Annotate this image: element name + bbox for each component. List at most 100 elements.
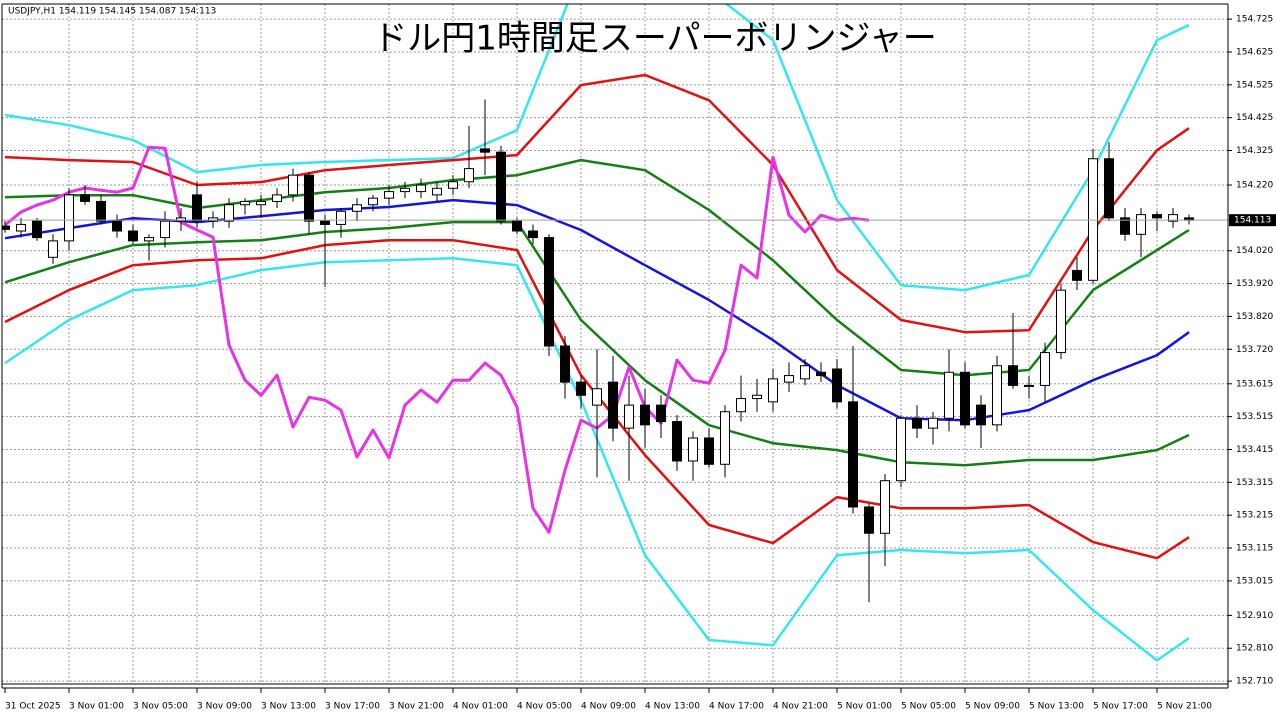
y-tick-label: 153.820 <box>1236 312 1273 322</box>
candle-body <box>992 365 1002 426</box>
y-tick-label: 153.615 <box>1236 379 1273 389</box>
candle-body <box>912 417 922 429</box>
candle-body <box>816 371 826 377</box>
last-price-label: 154.113 <box>1234 216 1271 226</box>
indicator-line <box>4 257 1190 662</box>
y-tick-label: 154.525 <box>1236 80 1273 90</box>
y-tick-label: 154.725 <box>1236 15 1273 25</box>
candle-body <box>688 437 698 462</box>
y-tick-label: 153.315 <box>1236 478 1273 488</box>
candle-body <box>368 197 378 206</box>
x-tick-label: 3 Nov 13:00 <box>261 702 316 712</box>
candle-body <box>352 204 362 212</box>
candle-body <box>512 220 522 232</box>
indicator-line <box>4 4 1190 292</box>
chart-title: ドル円1時間足スーパーボリンジャー <box>373 19 937 59</box>
candle-body <box>960 371 970 426</box>
candle-body <box>1136 214 1146 235</box>
candle-body <box>624 404 634 429</box>
y-tick-label: 154.325 <box>1236 146 1273 156</box>
y-tick-label: 153.215 <box>1236 511 1273 521</box>
candle-body <box>400 187 410 193</box>
x-tick-label: 5 Nov 01:00 <box>837 702 892 712</box>
last-price-box <box>1229 214 1276 227</box>
y-tick-label: 153.115 <box>1236 544 1273 554</box>
candle-body <box>800 365 810 380</box>
x-tick-label: 5 Nov 05:00 <box>901 702 956 712</box>
x-tick-label: 5 Nov 17:00 <box>1093 702 1148 712</box>
indicator-line <box>4 198 1190 422</box>
candle-body <box>896 417 906 482</box>
candle-body <box>1024 384 1034 387</box>
y-tick-label: 154.625 <box>1236 47 1273 57</box>
candle-body <box>784 375 794 383</box>
candle-body <box>672 421 682 462</box>
candle-body <box>1104 158 1114 219</box>
candle-body <box>80 194 90 202</box>
x-tick-label: 31 Oct 2025 <box>5 702 61 712</box>
candle-body <box>608 381 618 429</box>
candle-body <box>304 174 314 222</box>
candle-body <box>928 417 938 429</box>
y-tick-label: 153.015 <box>1236 576 1273 586</box>
candle-body <box>448 181 458 189</box>
y-tick-label: 153.920 <box>1236 279 1273 289</box>
y-tick-label: 154.425 <box>1236 113 1273 123</box>
candle-body <box>416 184 426 193</box>
candle-body <box>1152 214 1162 219</box>
candle-body <box>432 187 442 196</box>
candle-body <box>640 404 650 426</box>
x-tick-label: 5 Nov 21:00 <box>1157 702 1212 712</box>
candle-body <box>384 191 394 199</box>
candle-body <box>704 437 714 465</box>
candle-body <box>48 240 58 258</box>
x-tick-label: 3 Nov 05:00 <box>133 702 188 712</box>
candle-body <box>944 371 954 419</box>
indicator-line <box>4 158 1190 377</box>
candle-body <box>288 174 298 196</box>
candle-body <box>144 237 154 242</box>
axes <box>1 3 1229 689</box>
y-tick-label: 154.020 <box>1236 246 1273 256</box>
x-tick-label: 4 Nov 17:00 <box>709 702 764 712</box>
candle-body <box>1120 217 1130 235</box>
candle-body <box>480 148 490 153</box>
x-tick-label: 3 Nov 09:00 <box>197 702 252 712</box>
x-tick-label: 4 Nov 21:00 <box>773 702 828 712</box>
y-tick-label: 153.720 <box>1236 345 1273 355</box>
candle-body <box>720 411 730 465</box>
x-tick-label: 3 Nov 01:00 <box>69 702 124 712</box>
candle-body <box>1072 269 1082 281</box>
candle-body <box>880 480 890 534</box>
candle-body <box>240 200 250 206</box>
candle-body <box>656 404 666 423</box>
candle-body <box>560 345 570 383</box>
x-tick-label: 4 Nov 09:00 <box>581 702 636 712</box>
candle-body <box>496 151 506 222</box>
candle-body <box>192 194 202 222</box>
x-tick-label: 4 Nov 05:00 <box>517 702 572 712</box>
candle-body <box>752 394 762 400</box>
candle-body <box>848 401 858 508</box>
candle-body <box>1088 158 1098 281</box>
candle-body <box>864 506 874 534</box>
y-tick-label: 153.415 <box>1236 445 1273 455</box>
candle-body <box>576 381 586 396</box>
symbol-header: USDJPY,H1 154.119 154.145 154.087 154.11… <box>8 7 216 17</box>
candle-body <box>208 217 218 222</box>
candle-body <box>544 237 554 347</box>
candle-body <box>128 230 138 242</box>
candle-body <box>1168 214 1178 222</box>
indicator-line <box>4 145 870 534</box>
indicator-line <box>4 73 1190 334</box>
candle-body <box>832 368 842 403</box>
y-tick-label: 152.910 <box>1236 611 1273 621</box>
y-tick-label: 152.810 <box>1236 644 1273 654</box>
candle-body <box>64 194 74 242</box>
candle-body <box>112 220 122 232</box>
candle-body <box>592 388 602 406</box>
candle-body <box>16 223 26 232</box>
x-tick-label: 5 Nov 13:00 <box>1029 702 1084 712</box>
